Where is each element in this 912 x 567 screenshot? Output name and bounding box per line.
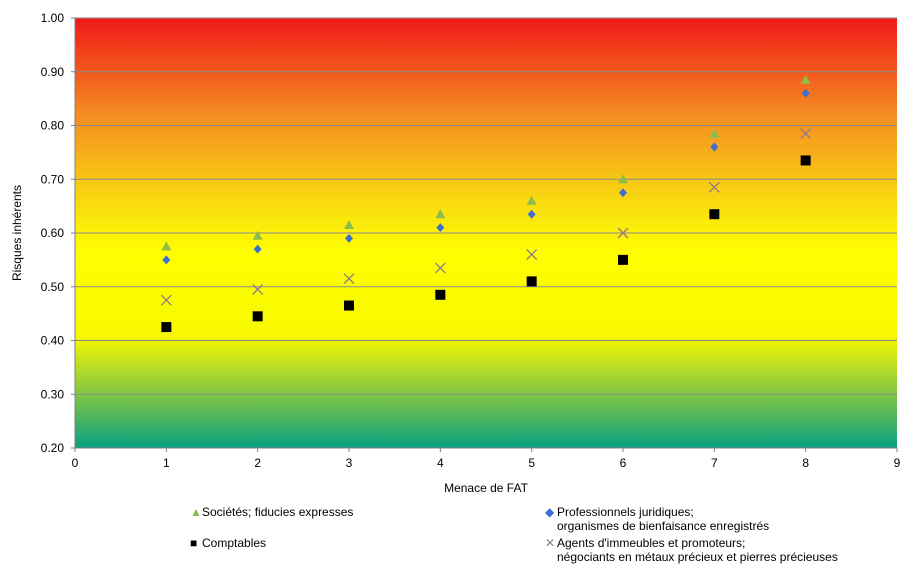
x-tick-label: 1 (163, 456, 170, 470)
data-point-series-2 (344, 300, 354, 311)
x-mark-icon: ✕ (545, 536, 556, 550)
data-point-series-3 (434, 262, 446, 274)
data-point-series-3 (617, 227, 629, 239)
x-tick-label: 5 (528, 456, 535, 470)
x-tick-label: 8 (802, 456, 809, 470)
y-tick-label: 0.30 (41, 387, 65, 401)
x-tick-label: 2 (254, 456, 261, 470)
square-icon: ■ (190, 536, 198, 550)
legend-item-professionnels: ◆ Professionnels juridiques; organismes d… (545, 505, 769, 533)
y-tick-label: 0.40 (41, 334, 65, 348)
x-tick-label: 0 (72, 456, 79, 470)
legend-item-agents: ✕ Agents d'immeubles et promoteurs; négoc… (545, 536, 838, 564)
diamond-icon: ◆ (545, 505, 555, 519)
legend-label-professionnels-line1: Professionnels juridiques; (557, 505, 694, 519)
data-point-series-3 (708, 181, 720, 193)
data-point-series-0 (709, 128, 720, 138)
y-tick-label: 0.90 (41, 65, 65, 79)
x-tick-labels: 0 1 2 3 4 5 6 7 8 9 (72, 456, 901, 470)
data-point-series-2 (709, 209, 720, 220)
data-point-series-3 (160, 294, 172, 306)
y-tick-labels: 0.20 0.30 0.40 0.50 0.60 0.70 0.80 0.90 1.00 (41, 11, 65, 455)
data-point-series-1 (710, 142, 719, 152)
data-point-series-1 (253, 244, 262, 254)
x-tick-label: 3 (346, 456, 353, 470)
data-point-series-2 (252, 311, 263, 322)
x-axis-label: Menace de FAT (444, 481, 528, 495)
data-point-series-3 (526, 249, 538, 260)
legend-label-agents-line1: Agents d'immeubles et promoteurs; (557, 536, 746, 550)
data-point-series-2 (435, 289, 446, 300)
data-points (160, 74, 812, 333)
y-tick-label: 0.20 (41, 441, 65, 455)
legend-item-societes: ▲Sociétés; fiducies expresses (190, 505, 353, 519)
data-point-series-0 (252, 230, 263, 240)
x-tick-label: 7 (711, 456, 718, 470)
data-point-series-3 (343, 273, 355, 285)
data-point-series-0 (161, 241, 172, 251)
y-tick-label: 0.80 (41, 119, 65, 133)
data-point-series-2 (618, 254, 628, 265)
data-point-series-0 (435, 209, 446, 219)
data-point-series-2 (800, 155, 811, 166)
data-point-series-1 (345, 233, 353, 243)
y-tick-label: 0.60 (41, 226, 65, 240)
y-tick-label: 0.70 (41, 172, 65, 186)
data-point-series-1 (162, 255, 171, 265)
legend-label-comptables: Comptables (202, 536, 267, 550)
legend-label-professionnels-line2: organismes de bienfaisance enregistrés (557, 519, 770, 533)
grid-lines (75, 17, 897, 395)
x-tick-label: 6 (620, 456, 627, 470)
legend-label-societes: Sociétés; fiducies expresses (202, 505, 354, 519)
data-point-series-0 (618, 174, 628, 184)
legend-label-agents-line2: négociants en métaux précieux et pierres… (557, 550, 838, 564)
data-point-series-2 (526, 276, 537, 287)
legend-item-comptables: ■ Comptables (190, 536, 266, 550)
axes (71, 17, 898, 452)
data-point-series-1 (527, 209, 536, 219)
y-tick-label: 1.00 (41, 11, 65, 25)
triangle-icon: ▲ (190, 505, 202, 519)
x-tick-label: 4 (437, 456, 444, 470)
data-point-series-1 (619, 188, 627, 198)
data-point-series-3 (252, 283, 264, 295)
data-point-series-3 (800, 128, 812, 140)
data-point-series-0 (800, 74, 811, 84)
y-axis-label: Risques inhérents (10, 185, 24, 281)
y-tick-label: 0.50 (41, 280, 65, 294)
data-point-series-0 (344, 219, 354, 229)
data-point-series-0 (526, 195, 537, 205)
x-tick-label: 9 (894, 456, 901, 470)
data-point-series-2 (161, 322, 172, 333)
data-point-series-1 (436, 223, 445, 233)
data-point-series-1 (801, 88, 810, 98)
